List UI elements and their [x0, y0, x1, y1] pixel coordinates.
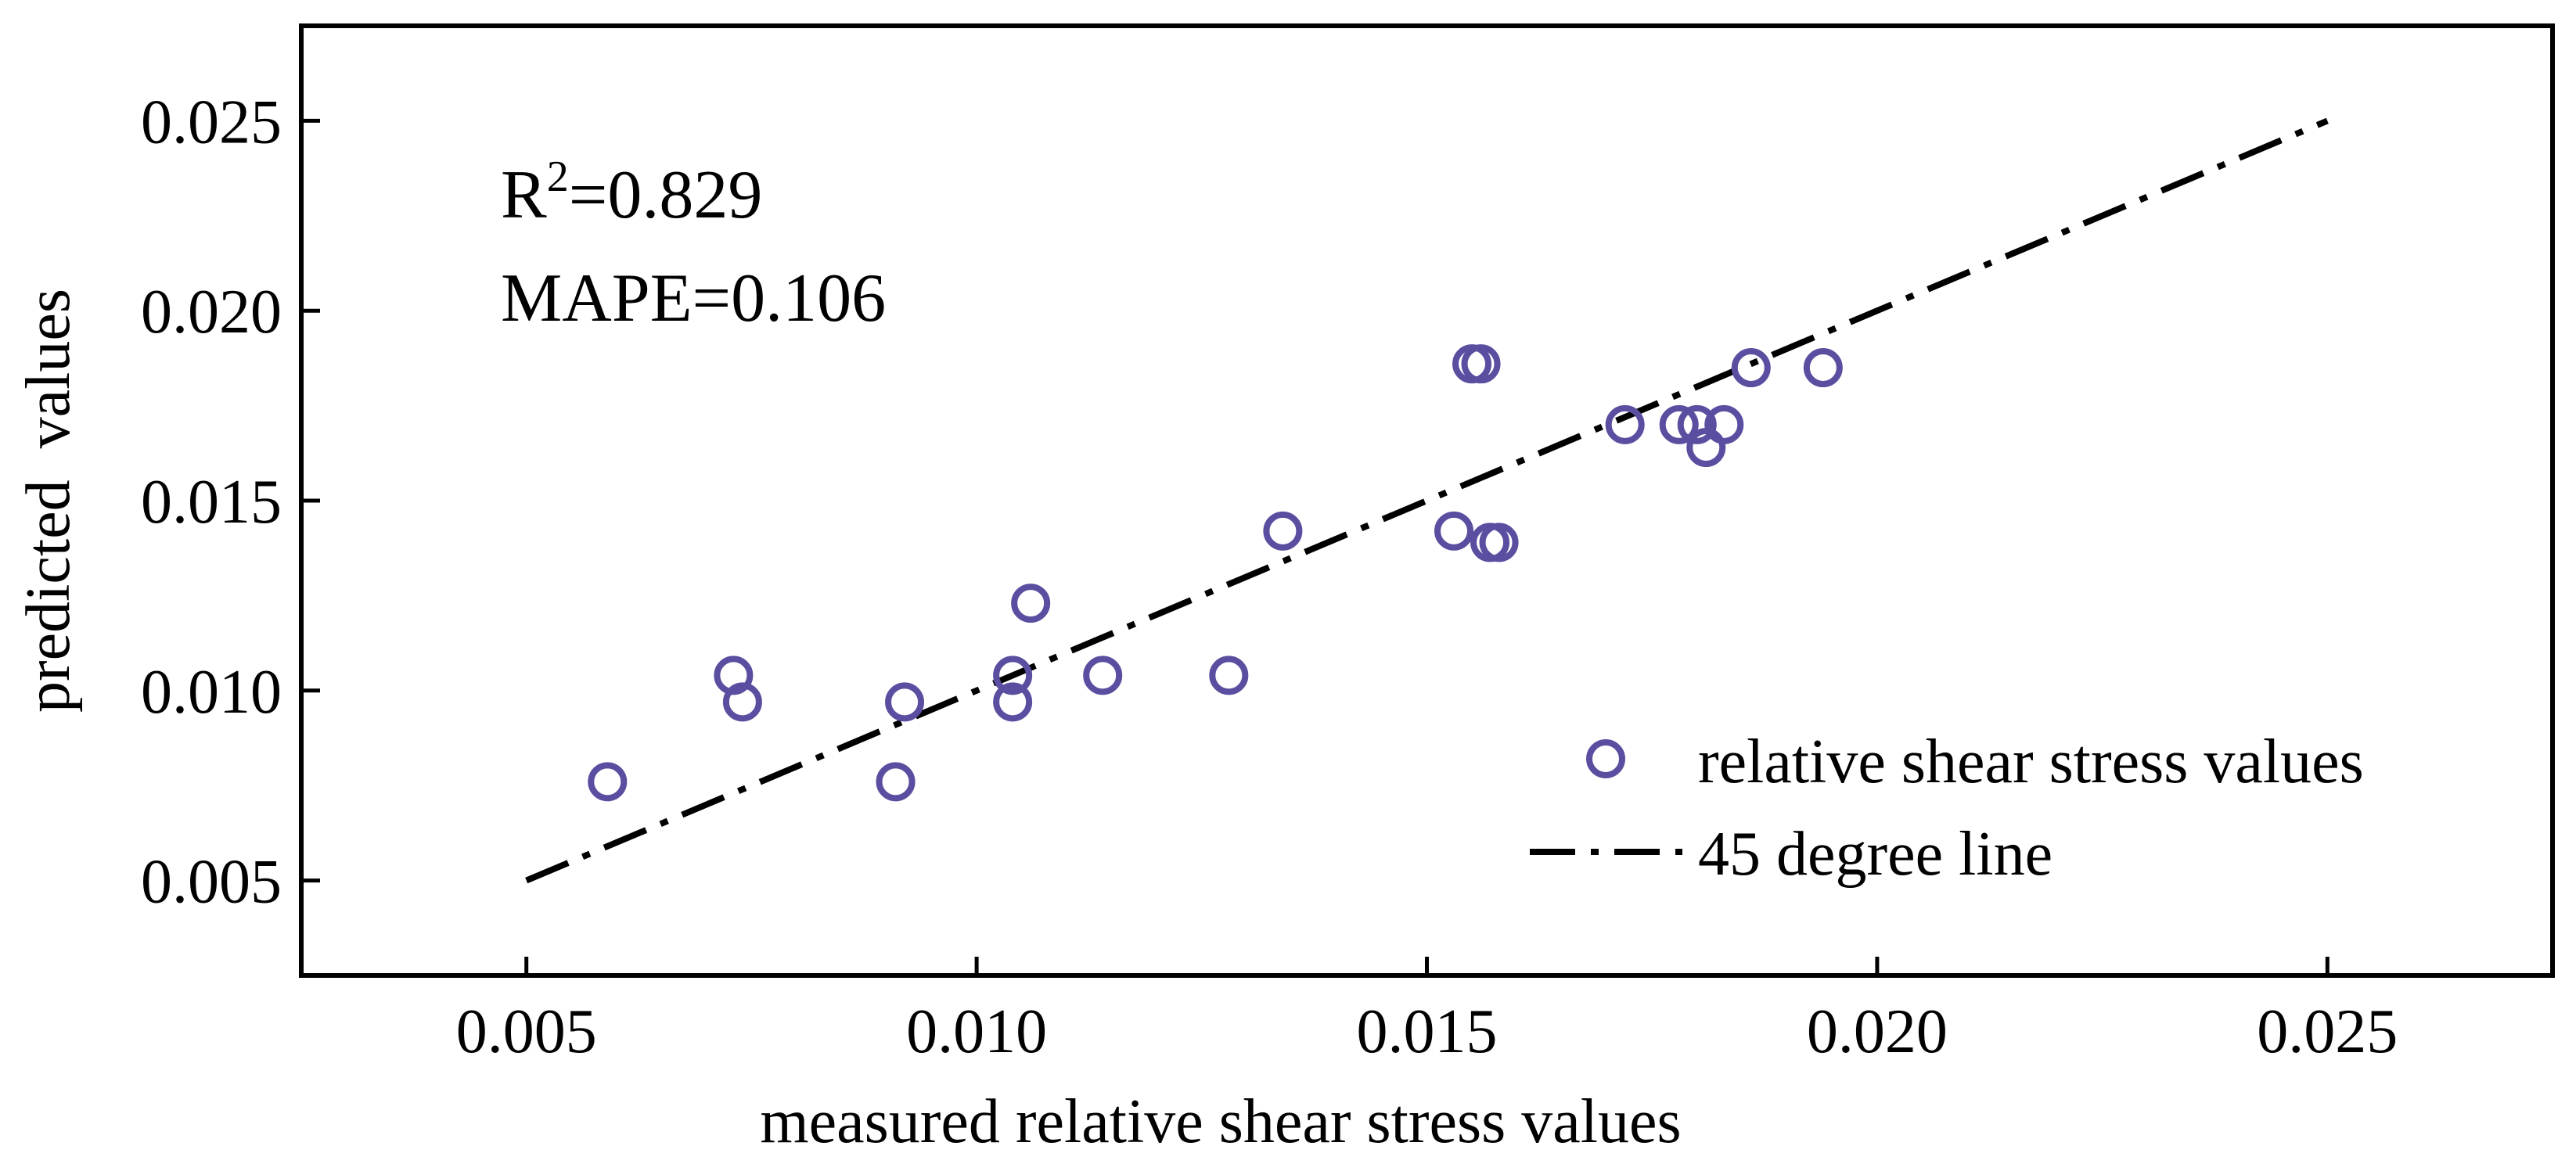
- data-point: [1083, 656, 1123, 695]
- data-point: [722, 682, 762, 722]
- x-tick-label: 0.015: [1357, 997, 1498, 1066]
- y-axis-ticks: 0.005 0.010 0.015 0.020 0.025: [141, 88, 320, 917]
- x-tick-label: 0.005: [456, 997, 597, 1066]
- data-point: [1011, 584, 1051, 623]
- data-point: [1803, 348, 1843, 388]
- r2-annotation: R2=0.829: [501, 153, 762, 233]
- x-axis-ticks: 0.005 0.010 0.015 0.020 0.025: [456, 957, 2398, 1066]
- data-point: [1659, 404, 1699, 444]
- data-point: [1263, 511, 1303, 551]
- data-point: [885, 682, 925, 722]
- data-point: [588, 762, 628, 802]
- data-point: [993, 682, 1033, 722]
- y-tick-label: 0.010: [141, 658, 282, 727]
- 45-degree-line: [525, 117, 2329, 884]
- data-point: [1479, 523, 1519, 562]
- y-tick-label: 0.015: [141, 468, 282, 537]
- r2-prefix: R: [501, 157, 547, 233]
- data-point: [1605, 404, 1645, 444]
- data-point: [1461, 344, 1501, 384]
- y-axis-title: predicted values: [14, 289, 83, 713]
- data-point: [1677, 404, 1717, 444]
- y-tick-label: 0.005: [141, 848, 282, 917]
- mape-annotation: MAPE=0.106: [501, 260, 886, 336]
- legend: relative shear stress values 45 degree l…: [1530, 728, 2364, 889]
- data-point: [1704, 404, 1744, 444]
- x-tick-label: 0.025: [2257, 997, 2398, 1066]
- x-tick-label: 0.020: [1807, 997, 1948, 1066]
- y-tick-label: 0.025: [141, 88, 282, 156]
- legend-label-line: 45 degree line: [1698, 820, 2053, 889]
- x-tick-label: 0.010: [906, 997, 1047, 1066]
- r2-superscript: 2: [547, 153, 569, 201]
- data-point: [1731, 348, 1771, 388]
- legend-label-points: relative shear stress values: [1698, 728, 2364, 796]
- data-point: [993, 656, 1033, 695]
- x-axis-title: measured relative shear stress values: [760, 1087, 1681, 1156]
- data-point: [1434, 511, 1474, 551]
- r2-value: =0.829: [569, 157, 763, 233]
- y-tick-label: 0.020: [141, 278, 282, 347]
- data-point: [876, 762, 916, 802]
- scatter-points: [588, 344, 1843, 802]
- data-point: [1209, 656, 1249, 695]
- legend-marker-circle: [1586, 739, 1625, 778]
